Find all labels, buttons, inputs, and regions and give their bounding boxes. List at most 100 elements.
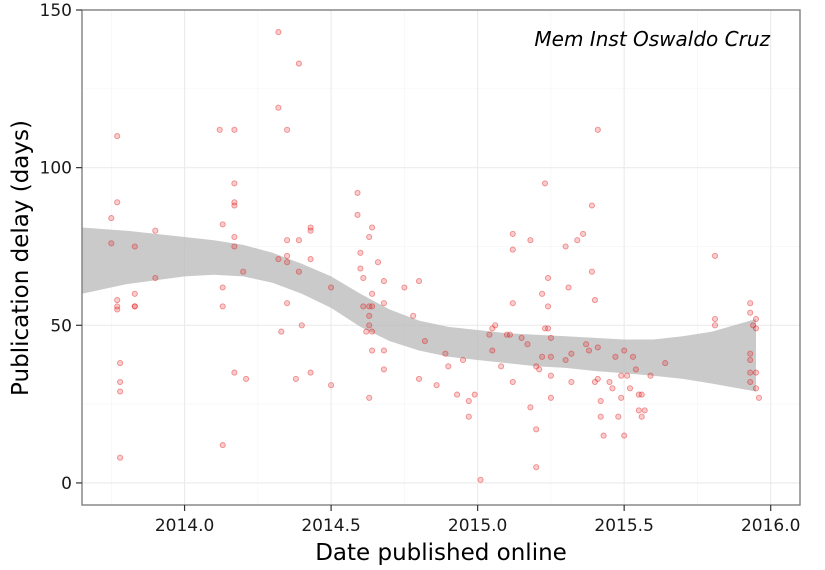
y-axis: 0 50 100 150 xyxy=(40,1,82,494)
data-point xyxy=(591,297,598,304)
data-point xyxy=(284,237,291,244)
data-point xyxy=(544,325,552,332)
data-point xyxy=(231,233,238,241)
data-point xyxy=(445,363,452,370)
data-point xyxy=(366,312,373,319)
data-point xyxy=(328,284,335,291)
data-point xyxy=(415,278,423,285)
data-point xyxy=(117,388,124,395)
data-point xyxy=(662,360,669,367)
data-point xyxy=(711,252,719,259)
data-point xyxy=(527,237,534,244)
grid-lines xyxy=(82,9,800,505)
journal-annotation: Mem Inst Oswaldo Cruz xyxy=(534,27,770,51)
data-point xyxy=(275,104,282,111)
data-point xyxy=(231,202,238,209)
data-point xyxy=(307,256,314,263)
data-point xyxy=(541,180,549,187)
data-points xyxy=(108,29,763,483)
x-axis-title: Date published online xyxy=(315,540,567,566)
data-point xyxy=(544,274,552,282)
data-point xyxy=(231,243,238,250)
data-point xyxy=(632,366,639,373)
data-point xyxy=(380,366,387,373)
data-point xyxy=(647,372,654,379)
data-point xyxy=(114,297,121,304)
data-point xyxy=(219,284,226,291)
data-point xyxy=(284,126,291,133)
data-point xyxy=(509,378,516,386)
x-tick-label: 2015.0 xyxy=(448,516,507,536)
data-point xyxy=(492,322,499,329)
data-point xyxy=(747,378,754,386)
data-point xyxy=(298,322,305,329)
data-point xyxy=(750,322,757,329)
data-point xyxy=(621,347,628,354)
data-point xyxy=(547,372,554,379)
confidence-band-area xyxy=(82,227,756,392)
data-point xyxy=(752,369,760,376)
data-point xyxy=(366,394,373,401)
x-tick-label: 2016.0 xyxy=(741,516,800,536)
data-point xyxy=(442,350,449,357)
data-point xyxy=(108,240,115,247)
data-point xyxy=(568,378,575,386)
data-point xyxy=(565,284,572,291)
data-point xyxy=(369,224,376,231)
data-point xyxy=(591,378,598,386)
data-point xyxy=(635,391,642,398)
data-point xyxy=(489,347,496,354)
data-point xyxy=(711,315,719,323)
data-point xyxy=(369,347,376,354)
data-point xyxy=(489,325,496,332)
data-point xyxy=(114,199,121,206)
data-point xyxy=(114,306,121,313)
data-point xyxy=(509,300,516,307)
data-point xyxy=(152,227,159,234)
plot-panel xyxy=(81,9,801,506)
data-point xyxy=(410,312,417,319)
data-point xyxy=(547,353,554,360)
data-point xyxy=(533,464,540,471)
data-point xyxy=(366,322,373,329)
data-point xyxy=(471,391,478,398)
data-point xyxy=(117,360,124,367)
data-point xyxy=(219,221,226,228)
data-point xyxy=(518,334,525,341)
data-point xyxy=(357,249,364,256)
data-point xyxy=(421,338,428,345)
data-point xyxy=(114,133,121,140)
data-point xyxy=(357,265,364,272)
data-point xyxy=(752,325,760,332)
data-point xyxy=(618,372,625,379)
data-point xyxy=(477,476,484,483)
data-point xyxy=(597,397,604,405)
y-tick-label: 150 xyxy=(40,1,72,21)
data-point xyxy=(711,322,719,329)
data-point xyxy=(275,29,282,36)
data-point xyxy=(108,215,115,222)
data-point xyxy=(292,375,299,382)
data-point xyxy=(433,382,440,389)
data-point xyxy=(618,394,625,401)
x-tick-label: 2015.5 xyxy=(594,516,653,536)
data-point xyxy=(533,363,540,370)
data-point xyxy=(366,303,373,310)
data-point xyxy=(454,391,461,398)
y-tick-label: 50 xyxy=(50,316,72,336)
data-point xyxy=(624,372,631,379)
smooth-confidence-band xyxy=(82,227,756,392)
data-point xyxy=(609,385,616,392)
data-point xyxy=(219,442,226,449)
data-point xyxy=(588,268,595,275)
data-point xyxy=(583,341,590,348)
data-point xyxy=(284,252,291,259)
data-point xyxy=(547,334,554,341)
data-point xyxy=(547,394,554,401)
data-point xyxy=(231,199,238,206)
data-point xyxy=(594,126,601,133)
data-point xyxy=(278,328,285,335)
panel-border xyxy=(81,9,801,506)
data-point xyxy=(284,259,291,266)
y-tick-label: 0 xyxy=(61,474,72,494)
